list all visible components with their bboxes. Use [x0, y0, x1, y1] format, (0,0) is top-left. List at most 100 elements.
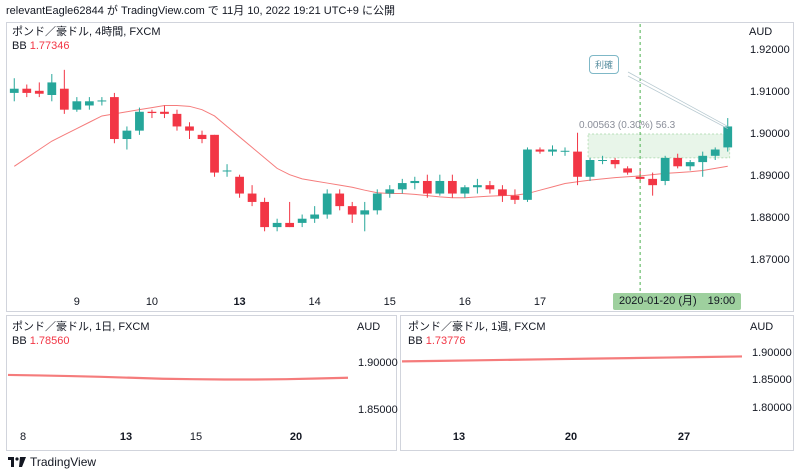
time-tick: 14 — [308, 296, 321, 308]
candle-body — [72, 101, 82, 110]
candle-body — [710, 149, 720, 156]
bollinger-basis-line — [401, 355, 743, 363]
candle-body — [222, 170, 232, 172]
candle-body — [160, 111, 169, 114]
candle-body — [397, 183, 407, 190]
candle-body — [372, 193, 382, 211]
candle-body — [623, 168, 632, 173]
daily-bb-label[interactable]: BB — [12, 335, 27, 347]
daily-legend: ポンド／豪ドル, 1日, FXCM BB 1.78560 — [12, 320, 150, 348]
candle-body — [535, 149, 545, 152]
take-profit-note[interactable]: 利確 — [589, 55, 620, 74]
price-tick: 1.90000 — [750, 127, 790, 140]
time-tick: 9 — [73, 296, 80, 308]
price-tick: 1.85000 — [752, 374, 792, 387]
bb-value: 1.77346 — [29, 40, 70, 52]
bollinger-basis-line — [13, 104, 728, 199]
time-tick: 15 — [383, 296, 396, 308]
candle-body — [410, 180, 420, 184]
measure-range-box — [587, 133, 731, 159]
main-chart-panel — [6, 22, 794, 312]
candle-body — [235, 176, 244, 194]
candle-body — [585, 160, 595, 177]
candle-body — [560, 150, 570, 152]
candle-body — [272, 222, 282, 228]
bb-label[interactable]: BB — [12, 40, 27, 52]
main-currency: AUD — [749, 26, 773, 38]
note-pointer-line — [627, 75, 728, 129]
weekly-bb-label[interactable]: BB — [408, 335, 423, 347]
candle-body — [22, 88, 32, 93]
price-tick: 1.87000 — [750, 253, 790, 266]
candle-body — [335, 193, 345, 207]
time-tick: 13 — [233, 296, 246, 308]
candle-body — [347, 206, 357, 215]
time-tick: 15 — [189, 431, 203, 443]
candle-body — [310, 214, 320, 219]
weekly-bb-value: 1.73776 — [425, 335, 466, 347]
tradingview-logo-icon — [8, 457, 26, 467]
price-tick: 1.80000 — [752, 401, 792, 414]
candle-body — [297, 218, 307, 223]
price-tick: 1.90000 — [358, 356, 398, 369]
weekly-legend: ポンド／豪ドル, 1週, FXCM BB 1.73776 — [408, 320, 546, 348]
candle-body — [34, 90, 44, 94]
daily-bb-value: 1.78560 — [29, 335, 70, 347]
candle-body — [485, 185, 495, 190]
candle-body — [548, 149, 557, 152]
candle-body — [447, 180, 457, 194]
daily-chart-panel — [6, 315, 397, 451]
candle-body — [197, 134, 207, 140]
candle-body — [673, 157, 683, 167]
candle-body — [59, 88, 69, 110]
candle-body — [648, 178, 658, 186]
footer-brand[interactable]: TradingView — [8, 455, 96, 469]
main-legend: ポンド／豪ドル, 4時間, FXCM BB 1.77346 — [12, 25, 161, 53]
time-tick: 27 — [677, 431, 691, 443]
candle-body — [523, 149, 532, 200]
cursor-date-badge: 2020-01-20 (月) 19:00 — [613, 293, 742, 310]
price-tick: 1.91000 — [750, 85, 790, 98]
candle-body — [510, 195, 520, 200]
candle-body — [260, 201, 269, 228]
time-tick: 20 — [289, 431, 303, 443]
candle-body — [122, 130, 132, 140]
candle-body — [435, 180, 445, 194]
brand-text: TradingView — [30, 455, 97, 469]
daily-symbol[interactable]: ポンド／豪ドル, 1日, FXCM — [12, 321, 150, 333]
candle-body — [147, 111, 157, 114]
time-tick: 20 — [564, 431, 578, 443]
time-tick: 13 — [452, 431, 466, 443]
candle-body — [723, 126, 733, 148]
candle-body — [210, 134, 219, 173]
main-symbol[interactable]: ポンド／豪ドル, 4時間, FXCM — [12, 26, 161, 38]
candle-body — [110, 97, 119, 140]
weekly-currency: AUD — [750, 321, 774, 333]
candle-body — [385, 189, 395, 194]
time-tick: 10 — [145, 296, 159, 308]
price-tick: 1.88000 — [750, 211, 790, 224]
candle-body — [422, 180, 432, 194]
time-tick: 13 — [119, 431, 133, 443]
candle-body — [97, 100, 107, 102]
weekly-chart-panel — [400, 315, 794, 451]
candle-body — [360, 210, 370, 215]
candle-body — [135, 111, 144, 131]
candle-body — [185, 126, 194, 131]
daily-currency: AUD — [357, 321, 381, 333]
candle-body — [698, 155, 708, 163]
weekly-symbol[interactable]: ポンド／豪ドル, 1週, FXCM — [408, 321, 546, 333]
time-tick: 8 — [19, 431, 27, 443]
candle-body — [322, 193, 332, 215]
candle-body — [9, 88, 19, 93]
price-tick: 1.90000 — [752, 346, 792, 359]
candle-body — [47, 82, 57, 95]
candle-body — [573, 151, 582, 177]
candle-body — [247, 193, 257, 202]
measure-readout: 0.00563 (0.30%) 56.3 — [579, 120, 676, 131]
candle-body — [635, 176, 645, 179]
bollinger-basis-line — [7, 373, 349, 381]
time-tick: 16 — [458, 296, 471, 308]
candle-body — [660, 157, 670, 181]
